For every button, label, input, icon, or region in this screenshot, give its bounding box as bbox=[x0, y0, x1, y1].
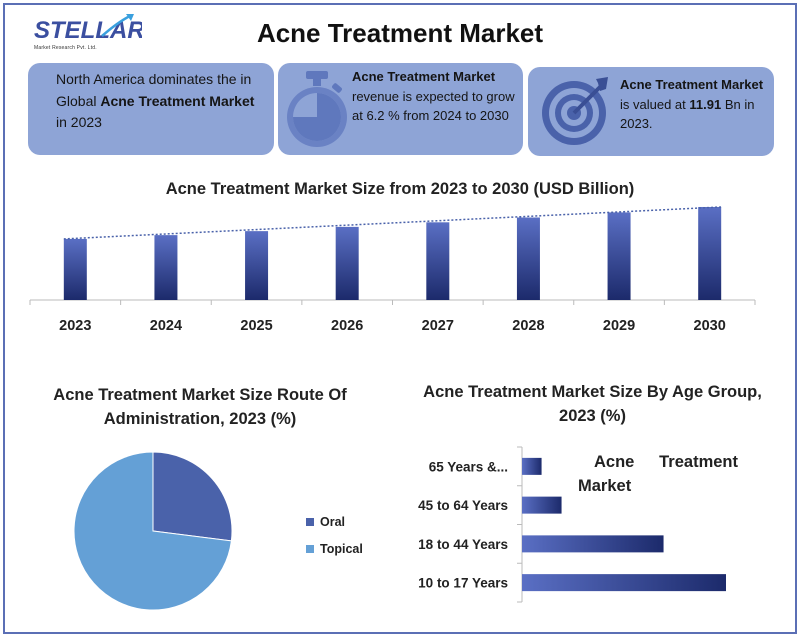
hbar-chart-title: Acne Treatment Market Size By Age Group,… bbox=[423, 383, 762, 425]
bar-2027 bbox=[426, 222, 450, 300]
y-tick-label: 18 to 44 Years bbox=[418, 537, 508, 552]
bar-2025 bbox=[245, 231, 269, 300]
card-text-part: Acne Treatment Market bbox=[352, 69, 496, 84]
info-card-growth: Acne Treatment Market revenue is expecte… bbox=[278, 63, 523, 155]
legend-swatch bbox=[306, 517, 314, 526]
pie-legend: Oral Topical bbox=[306, 508, 363, 562]
pie-slice-topical bbox=[73, 451, 232, 611]
card-text-part: revenue is expected to grow at 6.2 % fro… bbox=[352, 88, 515, 124]
y-tick-label: 65 Years &... bbox=[429, 459, 508, 474]
legend-item: Oral bbox=[306, 508, 363, 535]
info-card-text: North America dominates the in Global Ac… bbox=[56, 69, 266, 134]
y-tick-label: 10 to 17 Years bbox=[418, 576, 508, 591]
legend-item: Topical bbox=[306, 535, 363, 562]
bar-2026 bbox=[335, 226, 359, 300]
logo-subtext: Market Research Pvt. Ltd. bbox=[34, 45, 97, 51]
target-icon bbox=[542, 77, 608, 145]
info-card-region: North America dominates the in Global Ac… bbox=[28, 63, 274, 155]
stopwatch-icon bbox=[287, 71, 347, 147]
legend-label: Oral bbox=[320, 514, 346, 529]
bar-2023 bbox=[63, 238, 87, 300]
card-text-part: Bn in 2023. bbox=[620, 96, 755, 132]
bar-2030 bbox=[698, 206, 722, 300]
bar-2024 bbox=[154, 235, 178, 300]
x-tick-label: 2026 bbox=[331, 318, 363, 334]
logo-arrowhead-icon bbox=[126, 14, 134, 21]
page-frame bbox=[3, 3, 797, 634]
logo-mark: STELLAR bbox=[34, 14, 142, 44]
x-tick-label: 2024 bbox=[150, 318, 182, 334]
card-text-part: Acne Treatment Market bbox=[620, 77, 764, 92]
trend-line bbox=[63, 206, 722, 240]
card-text-part: in 2023 bbox=[56, 114, 102, 131]
x-tick-label: 2027 bbox=[422, 318, 454, 334]
logo-text: STELLAR bbox=[34, 17, 142, 44]
overlay-word: Acne bbox=[594, 453, 635, 471]
pie-slice-oral bbox=[152, 451, 233, 542]
card-text-part: Acne Treatment Market bbox=[100, 92, 255, 109]
x-tick-label: 2028 bbox=[512, 318, 544, 334]
bar-2028 bbox=[516, 217, 540, 300]
legend-swatch bbox=[306, 544, 314, 553]
card-text-part: North America dominates the in Global bbox=[56, 71, 252, 109]
info-card-text: Acne Treatment Market is valued at 11.91… bbox=[620, 75, 770, 134]
bar-chart-title: Acne Treatment Market Size from 2023 to … bbox=[165, 180, 635, 198]
overlay-word: Treatment bbox=[659, 453, 738, 471]
x-tick-label: 2023 bbox=[59, 318, 91, 334]
bar-2029 bbox=[607, 212, 631, 300]
hbar-0 bbox=[522, 457, 542, 475]
stellar-logo: STELLAR Market Research Pvt. Ltd. bbox=[32, 12, 142, 56]
pie-chart-title: Acne Treatment Market Size Route Of Admi… bbox=[53, 386, 347, 428]
overlay-word: Market bbox=[578, 476, 632, 495]
card-text-part: is valued at bbox=[620, 96, 690, 112]
logo-arrow-icon bbox=[101, 14, 131, 37]
hbar-3 bbox=[522, 574, 726, 592]
page-title: Acne Treatment Market bbox=[256, 18, 544, 48]
x-tick-label: 2030 bbox=[694, 318, 726, 334]
x-tick-label: 2025 bbox=[240, 318, 272, 334]
y-tick-label: 45 to 64 Years bbox=[418, 498, 508, 513]
info-card-value: Acne Treatment Market is valued at 11.91… bbox=[528, 67, 774, 156]
legend-label: Topical bbox=[320, 541, 363, 556]
info-card-text: Acne Treatment Market revenue is expecte… bbox=[352, 67, 517, 126]
x-tick-label: 2029 bbox=[603, 318, 635, 334]
card-text-part: 11.91 bbox=[689, 96, 722, 112]
hbar-2 bbox=[522, 535, 664, 553]
hbar-1 bbox=[522, 496, 562, 514]
overlay-label: Acne Treatment Market bbox=[578, 451, 748, 499]
